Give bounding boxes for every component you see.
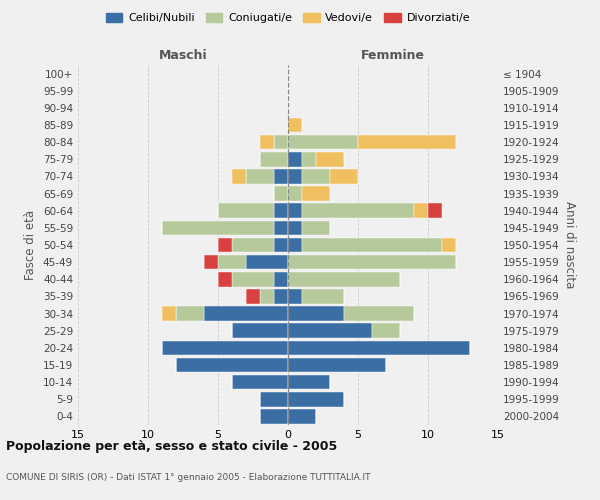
Y-axis label: Anni di nascita: Anni di nascita	[563, 202, 576, 288]
Text: Popolazione per età, sesso e stato civile - 2005: Popolazione per età, sesso e stato civil…	[6, 440, 337, 453]
Bar	[288, 238, 302, 252]
Text: Maschi: Maschi	[158, 48, 208, 62]
Bar	[204, 255, 218, 270]
Bar	[218, 272, 232, 286]
Bar	[288, 272, 400, 286]
Bar	[372, 324, 400, 338]
Bar	[302, 289, 344, 304]
Bar	[288, 392, 344, 406]
Bar	[274, 135, 288, 150]
Bar	[162, 220, 274, 235]
Bar	[302, 186, 330, 201]
Bar	[288, 340, 470, 355]
Bar	[288, 375, 330, 390]
Bar	[302, 152, 316, 166]
Bar	[288, 289, 302, 304]
Bar	[162, 340, 288, 355]
Text: COMUNE DI SIRIS (OR) - Dati ISTAT 1° gennaio 2005 - Elaborazione TUTTITALIA.IT: COMUNE DI SIRIS (OR) - Dati ISTAT 1° gen…	[6, 473, 371, 482]
Bar	[274, 289, 288, 304]
Bar	[232, 375, 288, 390]
Bar	[260, 289, 274, 304]
Bar	[288, 186, 302, 201]
Bar	[246, 289, 260, 304]
Bar	[246, 255, 288, 270]
Bar	[288, 358, 386, 372]
Bar	[288, 324, 372, 338]
Bar	[358, 135, 456, 150]
Bar	[288, 152, 302, 166]
Bar	[288, 409, 316, 424]
Bar	[344, 306, 414, 321]
Bar	[260, 152, 288, 166]
Bar	[288, 255, 456, 270]
Bar	[176, 306, 204, 321]
Bar	[442, 238, 456, 252]
Bar	[246, 169, 274, 184]
Bar	[218, 204, 274, 218]
Bar	[330, 169, 358, 184]
Bar	[428, 204, 442, 218]
Bar	[288, 135, 358, 150]
Bar	[274, 272, 288, 286]
Bar	[260, 135, 274, 150]
Text: Femmine: Femmine	[361, 48, 425, 62]
Bar	[204, 306, 288, 321]
Bar	[162, 306, 176, 321]
Bar	[302, 220, 330, 235]
Legend: Celibi/Nubili, Coniugati/e, Vedovi/e, Divorziati/e: Celibi/Nubili, Coniugati/e, Vedovi/e, Di…	[101, 8, 475, 28]
Bar	[302, 169, 330, 184]
Bar	[316, 152, 344, 166]
Bar	[302, 204, 414, 218]
Bar	[414, 204, 428, 218]
Bar	[302, 238, 442, 252]
Bar	[288, 220, 302, 235]
Bar	[274, 238, 288, 252]
Bar	[232, 169, 246, 184]
Bar	[274, 220, 288, 235]
Bar	[218, 255, 246, 270]
Bar	[288, 118, 302, 132]
Bar	[218, 238, 232, 252]
Y-axis label: Fasce di età: Fasce di età	[25, 210, 37, 280]
Bar	[288, 204, 302, 218]
Bar	[288, 169, 302, 184]
Bar	[274, 204, 288, 218]
Bar	[260, 392, 288, 406]
Bar	[232, 238, 274, 252]
Bar	[274, 186, 288, 201]
Bar	[274, 169, 288, 184]
Bar	[288, 306, 344, 321]
Bar	[260, 409, 288, 424]
Bar	[176, 358, 288, 372]
Bar	[232, 324, 288, 338]
Bar	[232, 272, 274, 286]
